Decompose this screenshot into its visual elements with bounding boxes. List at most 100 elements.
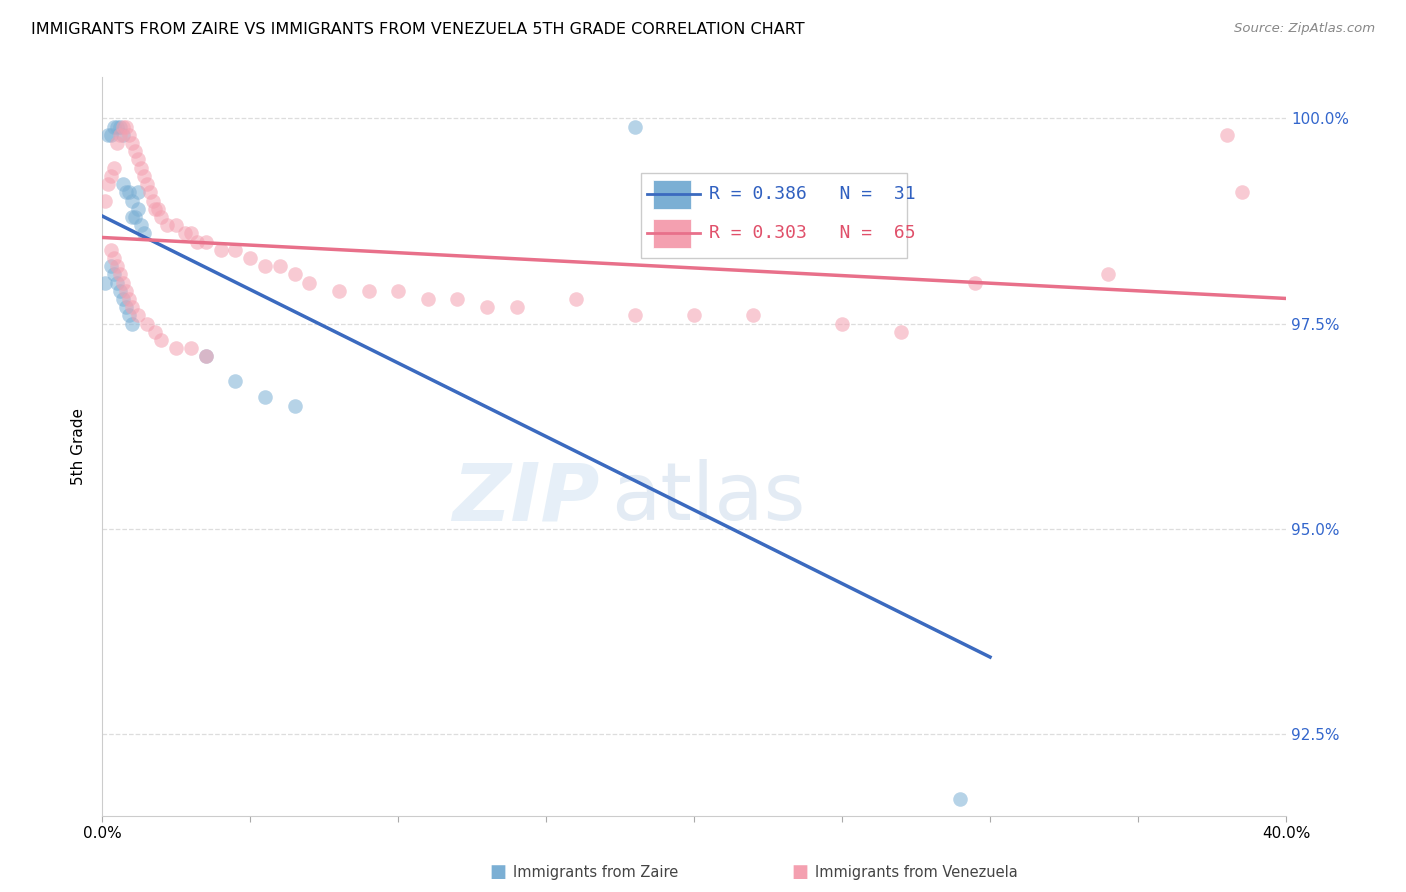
FancyBboxPatch shape [641,173,907,259]
Point [624,120,647,134]
Point [831,317,853,331]
Point [174,227,197,241]
Point [145,325,167,339]
Point [135,317,157,331]
Point [224,374,246,388]
Point [1230,186,1253,200]
Point [108,268,131,282]
Point [165,218,187,232]
Point [150,210,173,224]
Point [115,284,138,298]
Point [298,276,321,290]
Point [103,161,125,175]
Point [1216,128,1239,142]
Point [100,128,122,142]
Point [505,300,527,314]
Point [148,202,170,216]
Point [253,259,276,273]
Point [127,202,149,216]
Text: ■: ■ [489,863,506,881]
Point [115,186,138,200]
Point [624,309,647,323]
Point [129,218,152,232]
Point [253,391,276,405]
Text: Immigrants from Venezuela: Immigrants from Venezuela [815,865,1018,880]
Text: IMMIGRANTS FROM ZAIRE VS IMMIGRANTS FROM VENEZUELA 5TH GRADE CORRELATION CHART: IMMIGRANTS FROM ZAIRE VS IMMIGRANTS FROM… [31,22,804,37]
Point [239,251,262,265]
Point [416,292,439,306]
Point [475,300,498,314]
Point [132,227,155,241]
Point [564,292,586,306]
Point [121,194,143,208]
Point [105,259,128,273]
Point [965,276,987,290]
Point [121,300,143,314]
Point [1097,268,1119,282]
Text: ■: ■ [792,863,808,881]
Point [97,177,120,191]
Point [108,128,131,142]
Point [121,317,143,331]
Point [97,128,120,142]
Point [209,243,232,257]
Point [108,120,131,134]
Point [121,210,143,224]
Point [118,186,141,200]
Point [180,227,202,241]
Text: atlas: atlas [612,459,806,537]
Point [100,259,122,273]
Point [165,341,187,355]
Point [100,243,122,257]
Point [156,218,179,232]
Point [118,309,141,323]
Point [127,153,149,167]
Point [103,120,125,134]
FancyBboxPatch shape [652,179,690,209]
Point [94,276,117,290]
Point [224,243,246,257]
Point [284,268,307,282]
Text: R = 0.386   N =  31: R = 0.386 N = 31 [710,186,917,203]
Point [446,292,468,306]
Point [111,276,134,290]
Text: ZIP: ZIP [451,459,599,537]
Y-axis label: 5th Grade: 5th Grade [72,409,86,485]
Point [328,284,350,298]
Point [111,128,134,142]
Point [115,300,138,314]
Point [186,235,208,249]
Point [180,341,202,355]
Point [124,145,146,159]
Point [194,350,217,364]
Point [269,259,291,273]
Point [742,309,765,323]
Point [111,120,134,134]
Point [127,186,149,200]
Point [94,194,117,208]
Text: Immigrants from Zaire: Immigrants from Zaire [513,865,679,880]
Point [890,325,912,339]
Point [135,177,157,191]
Point [150,333,173,347]
Text: R = 0.303   N =  65: R = 0.303 N = 65 [710,225,917,243]
Point [683,309,706,323]
Point [357,284,380,298]
Point [145,202,167,216]
Point [103,268,125,282]
Point [194,350,217,364]
Point [111,177,134,191]
Point [121,136,143,150]
Point [284,399,307,413]
Point [124,210,146,224]
FancyBboxPatch shape [652,219,690,248]
Point [105,120,128,134]
Point [141,194,163,208]
Point [108,284,131,298]
Point [103,251,125,265]
Point [387,284,409,298]
Point [127,309,149,323]
Point [949,792,972,806]
Point [118,128,141,142]
Point [115,120,138,134]
